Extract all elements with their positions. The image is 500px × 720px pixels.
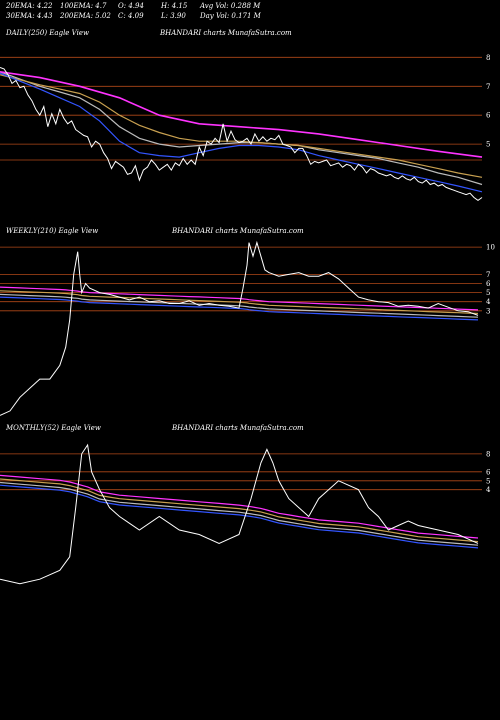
daily-ema-mid-line [0, 71, 483, 186]
monthly-panel-label: MONTHLY(52) Eagle View [5, 424, 101, 432]
header-stat-low: L: 3.90 [160, 12, 186, 20]
monthly-y-tick-1: 6 [486, 468, 491, 476]
daily-watermark: BHANDARI charts MunafaSutra.com [159, 29, 292, 37]
monthly-y-tick-3: 4 [486, 486, 491, 494]
daily-y-tick-3: 5 [486, 141, 490, 149]
monthly-levels [0, 453, 482, 491]
monthly-axis-ticks: 8 654 [486, 450, 491, 494]
header-stat-30ema: 30EMA: 4.43 [6, 12, 53, 20]
panel-daily: DAILY(250) Eagle View BHANDARI charts Mu… [0, 29, 491, 202]
weekly-y-tick-0: 10 [486, 244, 495, 252]
daily-y-tick-1: 7 [486, 83, 490, 91]
header-stat-avg-vol: Avg Vol: 0.288 M [199, 2, 261, 10]
weekly-y-tick-5: 3 [486, 307, 490, 315]
daily-price [0, 67, 483, 202]
weekly-watermark: BHANDARI charts MunafaSutra.com [171, 227, 304, 235]
weekly-price [0, 240, 479, 416]
daily-axis-ticks: 8 7 6 5 [486, 54, 491, 149]
monthly-y-tick-2: 5 [486, 477, 490, 485]
weekly-panel-label: WEEKLY(210) Eagle View [6, 227, 98, 235]
header-stat-100ema: 100EMA: 4.7 [60, 2, 107, 10]
monthly-ema-longest-line [0, 474, 479, 539]
header-stats: 20EMA: 4.22 100EMA: 4.7 O: 4.94 H: 4.15 … [5, 2, 262, 20]
monthly-ema-mid-line [0, 481, 479, 546]
weekly-y-tick-1: 7 [486, 271, 490, 279]
weekly-y-tick-3: 5 [486, 289, 490, 297]
monthly-ema-short-line [0, 484, 479, 549]
panel-monthly: MONTHLY(52) Eagle View BHANDARI charts M… [0, 424, 491, 585]
daily-ema-longest-line [0, 71, 483, 158]
monthly-y-tick-0: 8 [486, 450, 490, 458]
monthly-ema-lines [0, 474, 479, 549]
weekly-ema-longest-line [0, 286, 479, 311]
panel-weekly: WEEKLY(210) Eagle View BHANDARI charts M… [0, 227, 495, 416]
weekly-y-tick-4: 4 [486, 298, 491, 306]
daily-panel-label: DAILY(250) Eagle View [5, 29, 89, 37]
monthly-ema-long-line [0, 478, 479, 543]
header-stat-high: H: 4.15 [160, 2, 188, 10]
daily-ema-short-line [0, 72, 483, 193]
daily-y-tick-2: 6 [486, 112, 491, 120]
daily-y-tick-0: 8 [486, 54, 490, 62]
header-stat-day-vol: Day Vol: 0.171 M [199, 12, 262, 20]
header-stat-20ema: 20EMA: 4.22 [5, 2, 53, 10]
weekly-price-line [0, 240, 479, 416]
monthly-price-line [0, 443, 479, 585]
header-stat-close: C: 4.09 [118, 12, 144, 20]
header-stat-200ema: 200EMA: 5.02 [59, 12, 111, 20]
daily-ema-lines [0, 71, 483, 193]
header-stat-open: O: 4.94 [118, 2, 144, 10]
weekly-y-tick-2: 6 [486, 280, 491, 288]
monthly-price [0, 443, 479, 585]
weekly-ema-long-line [0, 290, 479, 315]
monthly-watermark: BHANDARI charts MunafaSutra.com [171, 424, 304, 432]
daily-price-line [0, 67, 483, 202]
